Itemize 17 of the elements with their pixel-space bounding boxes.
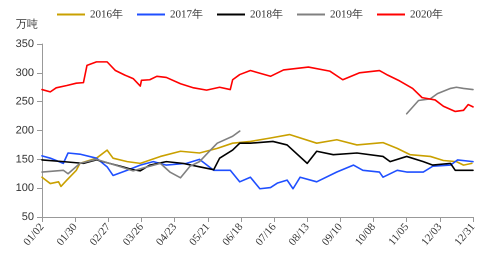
legend-label: 2016年 bbox=[90, 8, 123, 20]
y-axis-title: 万吨 bbox=[16, 18, 38, 30]
line-series bbox=[41, 140, 474, 172]
line-series bbox=[41, 152, 474, 190]
y-tick-label: 200 bbox=[16, 124, 34, 136]
y-tick-label: 100 bbox=[16, 182, 34, 194]
legend-label: 2018年 bbox=[250, 8, 283, 20]
y-tick-label: 300 bbox=[16, 66, 34, 79]
legend-label: 2019年 bbox=[330, 8, 363, 20]
line-series bbox=[41, 61, 474, 112]
y-tick-label: 350 bbox=[16, 38, 34, 50]
legend-label: 2017年 bbox=[170, 8, 203, 20]
y-tick-label: 150 bbox=[16, 153, 34, 166]
y-tick-label: 250 bbox=[16, 96, 34, 108]
line-series bbox=[41, 134, 473, 188]
legend-label: 2020年 bbox=[410, 8, 443, 20]
y-tick-label: 50 bbox=[22, 211, 34, 223]
